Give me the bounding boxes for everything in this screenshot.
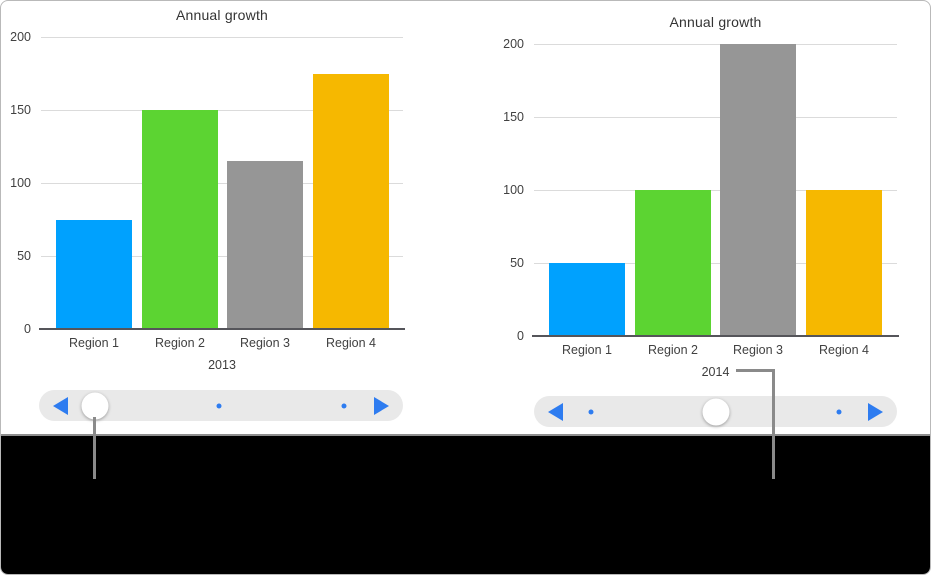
y-axis-tick-label: 100 [10, 176, 31, 190]
bar-region-2 [142, 110, 218, 329]
y-axis-tick-label: 100 [503, 183, 524, 197]
y-axis-tick-label: 150 [10, 103, 31, 117]
slider-dot[interactable] [836, 409, 842, 414]
gridline [534, 117, 897, 118]
chart-title: Annual growth [669, 14, 762, 30]
category-label: Region 4 [818, 343, 870, 357]
plot-area: 200 150 100 50 0 Region 1 Region 2 Regio… [10, 30, 405, 372]
year-label: 2014 [701, 365, 730, 379]
y-axis-tick-label: 200 [10, 30, 31, 44]
callout-line-right-horizontal [736, 369, 775, 372]
y-axis-tick-label: 50 [17, 249, 31, 263]
bar-region-2 [635, 190, 711, 336]
bar-region-1 [56, 219, 132, 329]
year-label: 2013 [208, 358, 236, 372]
next-year-arrow-icon[interactable] [374, 396, 389, 415]
chart-title: Annual growth [175, 7, 269, 23]
next-year-arrow-icon[interactable] [868, 402, 883, 421]
y-axis-tick-label: 150 [503, 110, 524, 124]
category-label: Region 4 [325, 336, 377, 350]
gridline [534, 190, 897, 191]
gridline [41, 183, 403, 184]
plot-area: 200 150 100 50 0 Region 1 Region 2 Regio… [503, 37, 899, 379]
category-label: Region 1 [68, 336, 120, 350]
gridline [534, 263, 897, 264]
y-axis-tick-label: 200 [503, 37, 524, 51]
category-label: Region 3 [239, 336, 291, 350]
year-navigator-slider[interactable] [534, 396, 897, 427]
chart-widget-2014: Annual growth 200 150 100 50 0 Region 1 … [467, 8, 930, 441]
bar-region-4 [806, 190, 882, 336]
x-axis-line [39, 328, 405, 330]
previous-year-arrow-icon[interactable] [548, 402, 563, 421]
slider-knob[interactable] [81, 392, 109, 419]
gridline [534, 44, 897, 45]
slider-knob[interactable] [702, 398, 730, 425]
y-axis-tick-label: 0 [517, 329, 524, 343]
year-navigator-slider[interactable] [39, 390, 403, 421]
category-label: Region 1 [561, 343, 613, 357]
caption-band [1, 434, 930, 574]
previous-year-arrow-icon[interactable] [53, 396, 68, 415]
slider-dot[interactable] [216, 403, 222, 408]
bar-region-3 [720, 44, 796, 336]
category-label: Region 2 [647, 343, 699, 357]
bar-region-3 [227, 161, 303, 329]
gridline [41, 256, 403, 257]
chart-widget-2013: Annual growth 200 150 100 50 0 Region 1 … [1, 1, 466, 434]
callout-line-right-vertical [772, 369, 775, 479]
y-axis-tick-label: 50 [510, 256, 524, 270]
bar-region-4 [313, 73, 389, 329]
category-label: Region 3 [732, 343, 784, 357]
category-label: Region 2 [154, 336, 206, 350]
slider-dot[interactable] [341, 403, 347, 408]
x-axis-line [532, 335, 899, 337]
slider-dot[interactable] [588, 409, 594, 414]
gridline [41, 37, 403, 38]
callout-line-left [93, 417, 96, 479]
y-axis-tick-label: 0 [24, 322, 31, 336]
bar-region-1 [549, 263, 625, 336]
gridline [41, 110, 403, 111]
